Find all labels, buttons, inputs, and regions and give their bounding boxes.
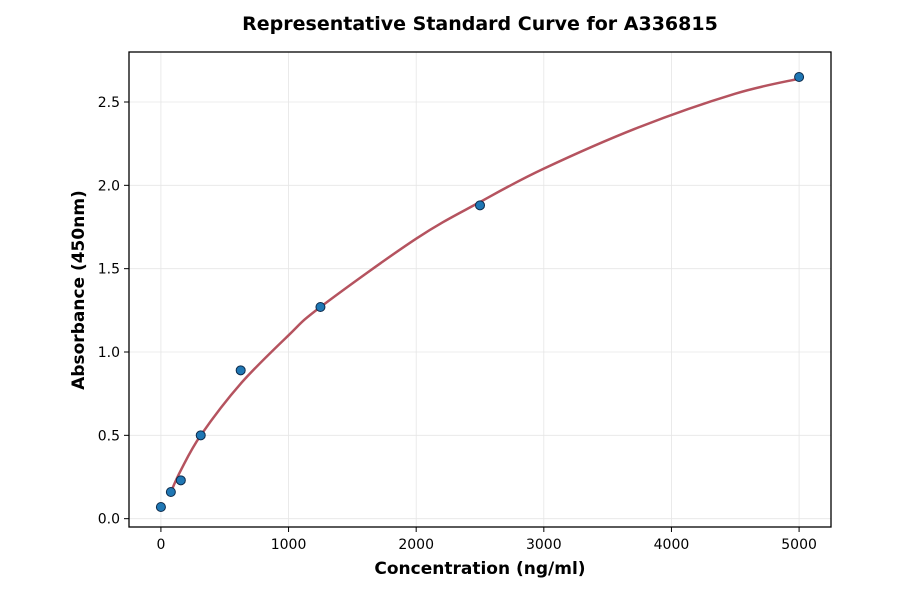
grid <box>129 52 831 527</box>
fit-curve-layer <box>169 77 800 493</box>
chart-title: Representative Standard Curve for A33681… <box>242 13 718 35</box>
x-tick-label: 1000 <box>271 537 307 553</box>
data-point <box>195 430 206 441</box>
data-point <box>155 502 166 512</box>
x-tick-label: 0 <box>156 537 165 553</box>
y-tick-label: 2.0 <box>98 178 120 194</box>
data-point <box>315 302 326 312</box>
data-point <box>175 475 186 486</box>
y-ticks: 0.0 0.5 1.0 1.5 2.0 2.5 <box>98 95 129 528</box>
data-point <box>235 365 246 376</box>
data-point <box>165 487 176 497</box>
y-axis-label: Absorbance (450nm) <box>69 190 89 390</box>
y-tick-label: 1.5 <box>98 262 120 278</box>
data-point <box>475 200 485 211</box>
fit-curve-line <box>169 77 800 493</box>
y-tick-label: 1.0 <box>98 345 120 361</box>
x-tick-label: 3000 <box>526 537 562 553</box>
data-point <box>794 72 805 82</box>
y-tick-label: 0.5 <box>98 428 120 444</box>
y-tick-label: 2.5 <box>98 95 120 111</box>
x-ticks: 0 1000 2000 3000 4000 5000 <box>156 527 817 553</box>
plot-frame <box>128 51 832 528</box>
points-layer <box>155 72 805 512</box>
x-axis-label: Concentration (ng/ml) <box>374 559 585 579</box>
x-tick-label: 4000 <box>654 537 690 553</box>
x-tick-label: 2000 <box>398 537 434 553</box>
y-tick-label: 0.0 <box>98 512 120 528</box>
x-tick-label: 5000 <box>781 537 817 553</box>
